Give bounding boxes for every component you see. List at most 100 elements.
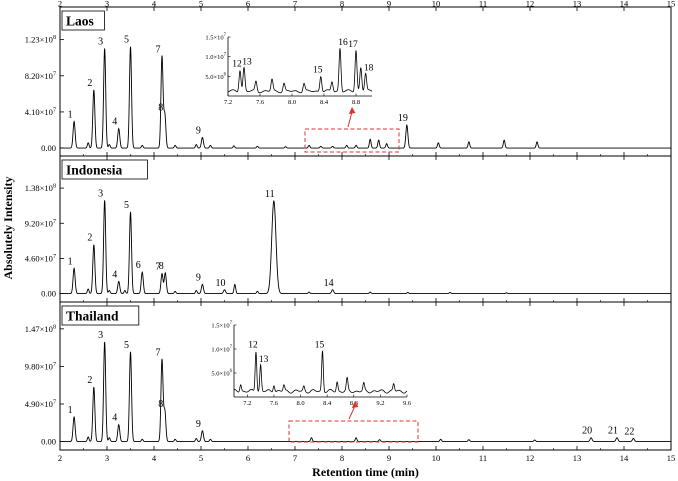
- top-x-tick-label: 8: [340, 0, 344, 9]
- top-x-tick-label: 6: [246, 0, 250, 9]
- y-tick-label-exponent: 7: [53, 399, 56, 405]
- y-tick-label: 4.90×107: [25, 399, 56, 409]
- peak-label: 5: [124, 200, 129, 211]
- arrow-line: [347, 111, 353, 128]
- chromatogram-trace: [60, 46, 671, 149]
- peak-label: 2: [87, 78, 92, 89]
- bottom-x-tick-label: 11: [479, 453, 487, 463]
- inset-x-tick-label: 9.2: [376, 400, 384, 407]
- panel-name: Thailand: [66, 309, 119, 324]
- peak-label: 22: [624, 426, 634, 437]
- peak-label: 4: [112, 117, 117, 128]
- chromatogram-trace: [60, 341, 671, 443]
- peak-label: 8: [158, 103, 163, 114]
- highlight-region: [304, 128, 400, 153]
- inset-trace: [233, 350, 408, 394]
- arrow-head: [348, 107, 356, 114]
- top-x-tick-label: 10: [432, 0, 441, 9]
- inset-peak-label: 15: [313, 66, 323, 76]
- peak-label: 11: [265, 189, 275, 200]
- top-x-tick-label: 11: [479, 0, 487, 9]
- inset-y-tick-label-base: 5.0×10: [205, 74, 223, 81]
- y-tick-label-base: 1.23×10: [25, 35, 53, 45]
- x-axis-title: Retention time (min): [312, 465, 419, 479]
- bottom-x-tick-label: 15: [667, 453, 676, 463]
- y-tick-label-base: 1.38×10: [25, 183, 53, 193]
- bottom-x-tick-label: 6: [246, 453, 250, 463]
- top-x-axis: 2 3 4 5 6 7 8 9 10 11 12 13 14 15: [58, 0, 675, 9]
- panel-frame: [59, 155, 672, 303]
- inset-peak-label: 12: [248, 340, 258, 350]
- peak-labels: 1 2 3 4 5 6 78 9 10 11 14: [68, 188, 334, 288]
- top-x-tick-label: 9: [387, 0, 391, 9]
- panel-frame: [59, 6, 672, 157]
- peak-label: 9: [196, 272, 201, 283]
- peak-label: 19: [398, 113, 408, 124]
- inset-y-tick-label-base: 1.0×10: [211, 347, 229, 354]
- inset-y-tick-label-exponent: 6: [230, 369, 233, 374]
- peak-label: 7: [155, 348, 160, 359]
- peak-label: 20: [582, 426, 592, 437]
- y-tick-label-base: 8.20×10: [25, 71, 53, 81]
- inset-peak-label: 15: [315, 340, 325, 350]
- inset-x-tick-label: 7.6: [256, 99, 265, 106]
- inset-peak-label: 13: [259, 355, 269, 365]
- arrow-line: [348, 405, 356, 420]
- peak-label: 3: [98, 36, 103, 47]
- panel-laos: 0.004.10×1078.20×1071.23×1081234578919La…: [25, 6, 672, 157]
- y-tick-label-exponent: 7: [53, 219, 56, 225]
- peak-label: 7: [155, 262, 160, 273]
- inset-x-tick-label: 7.2: [224, 99, 232, 106]
- peak-label: 3: [98, 188, 103, 199]
- y-tick-label-base: 4.10×10: [25, 107, 53, 117]
- y-tick-label-exponent: 7: [53, 107, 56, 113]
- inset-y-tick-label: 1.0×107: [211, 345, 232, 354]
- inset-y-tick-label-base: 1.0×10: [205, 54, 223, 61]
- arrow-head: [351, 401, 359, 408]
- bottom-x-tick-label: 7: [293, 453, 297, 463]
- chromatogram-trace: [60, 199, 671, 295]
- top-x-tick-label: 14: [620, 0, 629, 9]
- inset-y-tick-label: 1.0×107: [205, 53, 226, 62]
- panel-name-box: [61, 305, 140, 326]
- peak-label: 3: [98, 330, 103, 341]
- inset-y-tick-label-base: 1.5×10: [205, 35, 223, 42]
- panel-name: Laos: [66, 14, 94, 29]
- top-x-tick-label: 5: [199, 0, 203, 9]
- inset-y-tick-label-exponent: 6: [224, 72, 227, 77]
- y-tick-label-exponent: 7: [53, 71, 56, 77]
- panel-name: Indonesia: [66, 163, 123, 178]
- top-x-tick-label: 13: [573, 0, 582, 9]
- peak-label: 1: [68, 110, 73, 121]
- peak-label: 21: [608, 426, 618, 437]
- bottom-x-tick-label: 14: [620, 453, 629, 463]
- y-tick-label-base: 4.90×10: [25, 399, 53, 409]
- inset-y-tick-label-exponent: 7: [224, 53, 227, 58]
- bottom-x-tick-label: 10: [432, 453, 441, 463]
- inset-x-tick-label: 8.4: [323, 400, 332, 407]
- bottom-x-tick-label: 2: [58, 453, 62, 463]
- inset-y-tick-label: 5.0×106: [211, 369, 232, 378]
- top-x-tick-label: 12: [526, 0, 535, 9]
- y-tick-label: 9.80×107: [25, 361, 56, 371]
- peak-label: 4: [112, 269, 117, 280]
- y-tick-label-base: 1.47×10: [25, 324, 53, 334]
- y-tick-label-exponent: 8: [53, 324, 56, 330]
- inset-x-tick-label: 7.6: [270, 400, 279, 407]
- panel-frame: [59, 301, 672, 451]
- inset-x-tick-label: 9.6: [403, 400, 412, 407]
- peak-label: 2: [87, 375, 92, 386]
- y-tick-label: 1.38×108: [25, 183, 56, 193]
- inset-peak-label: 12: [232, 60, 242, 70]
- inset-y-tick-label-base: 1.5×10: [211, 323, 229, 330]
- bottom-x-tick-label: 13: [573, 453, 582, 463]
- y-axis-title: Absolutely Intensity: [1, 176, 15, 279]
- bottom-x-tick-label: 4: [152, 453, 157, 463]
- peak-label: 7: [155, 44, 160, 55]
- y-tick-label: 1.23×108: [25, 35, 56, 45]
- y-tick-label: 9.20×107: [25, 218, 56, 228]
- bottom-x-tick-label: 3: [105, 453, 109, 463]
